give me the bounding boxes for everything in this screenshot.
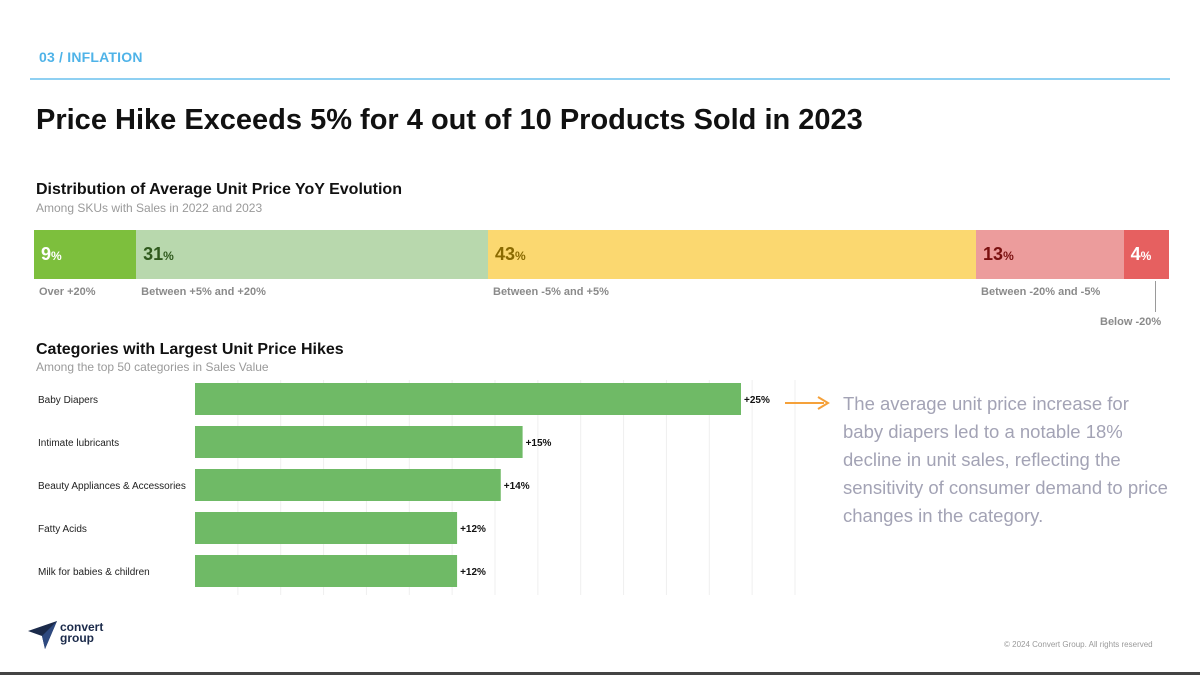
logo-line-2: group — [60, 631, 94, 645]
hikes-chart-subtitle: Among the top 50 categories in Sales Val… — [36, 360, 269, 374]
distribution-segment-label: Between -20% and -5% — [981, 286, 1101, 298]
hike-bar — [195, 383, 741, 415]
distribution-segment-value: 9% — [41, 244, 62, 264]
distribution-segment-label: Over +20% — [39, 286, 96, 298]
hike-bar — [195, 469, 501, 501]
arrow-right-icon — [785, 396, 830, 410]
hike-value-label: +25% — [744, 395, 770, 406]
distribution-segment-label: Between -5% and +5% — [493, 286, 609, 298]
logo-wordmark: convert group — [60, 620, 104, 645]
category-label: Beauty Appliances & Accessories — [38, 481, 186, 492]
hike-value-label: +15% — [526, 438, 552, 449]
hike-bar — [195, 426, 523, 458]
category-label: Baby Diapers — [38, 395, 98, 406]
copyright: © 2024 Convert Group. All rights reserve… — [1004, 640, 1153, 649]
distribution-segment: 13% — [976, 230, 1124, 279]
distribution-stacked-bar: 9% 31% 43% 13% 4% — [34, 230, 1169, 279]
distribution-segment-label: Below -20% — [1100, 316, 1162, 328]
distribution-segment: 31% — [136, 230, 488, 279]
header-divider — [30, 78, 1170, 80]
below-20-leader-line — [1155, 281, 1156, 312]
category-label: Intimate lubricants — [38, 438, 119, 449]
distribution-segment: 43% — [488, 230, 977, 279]
hike-value-label: +12% — [460, 567, 486, 578]
category-label: Fatty Acids — [38, 524, 87, 535]
logo-line-1: convert — [60, 620, 104, 634]
section-tag: 03 / INFLATION — [39, 49, 143, 65]
page-title: Price Hike Exceeds 5% for 4 out of 10 Pr… — [36, 104, 863, 136]
bottom-divider — [0, 672, 1200, 675]
distribution-segment-label: Between +5% and +20% — [141, 286, 266, 298]
insight-text: The average unit price increase for baby… — [843, 393, 1168, 526]
distribution-chart-subtitle: Among SKUs with Sales in 2022 and 2023 — [36, 201, 263, 215]
price-hikes-bar-chart: Baby Diapers +25% Intimate lubricants +15% B… — [38, 380, 796, 595]
hike-value-label: +12% — [460, 524, 486, 535]
distribution-segment-value: 31% — [143, 244, 174, 264]
distribution-segment: 4% — [1123, 230, 1169, 279]
hike-bar — [195, 512, 458, 544]
distribution-segment-value: 43% — [495, 244, 526, 264]
hikes-chart-title: Categories with Largest Unit Price Hikes — [36, 341, 344, 358]
distribution-segment-value: 13% — [983, 244, 1014, 264]
hike-bar — [195, 555, 458, 587]
hike-value-label: +14% — [504, 481, 530, 492]
category-label: Milk for babies & children — [38, 567, 150, 578]
distribution-chart-title: Distribution of Average Unit Price YoY E… — [36, 181, 402, 198]
convert-group-logo-icon — [28, 621, 57, 649]
distribution-segment: 9% — [34, 230, 137, 279]
distribution-segment-value: 4% — [1130, 244, 1152, 264]
